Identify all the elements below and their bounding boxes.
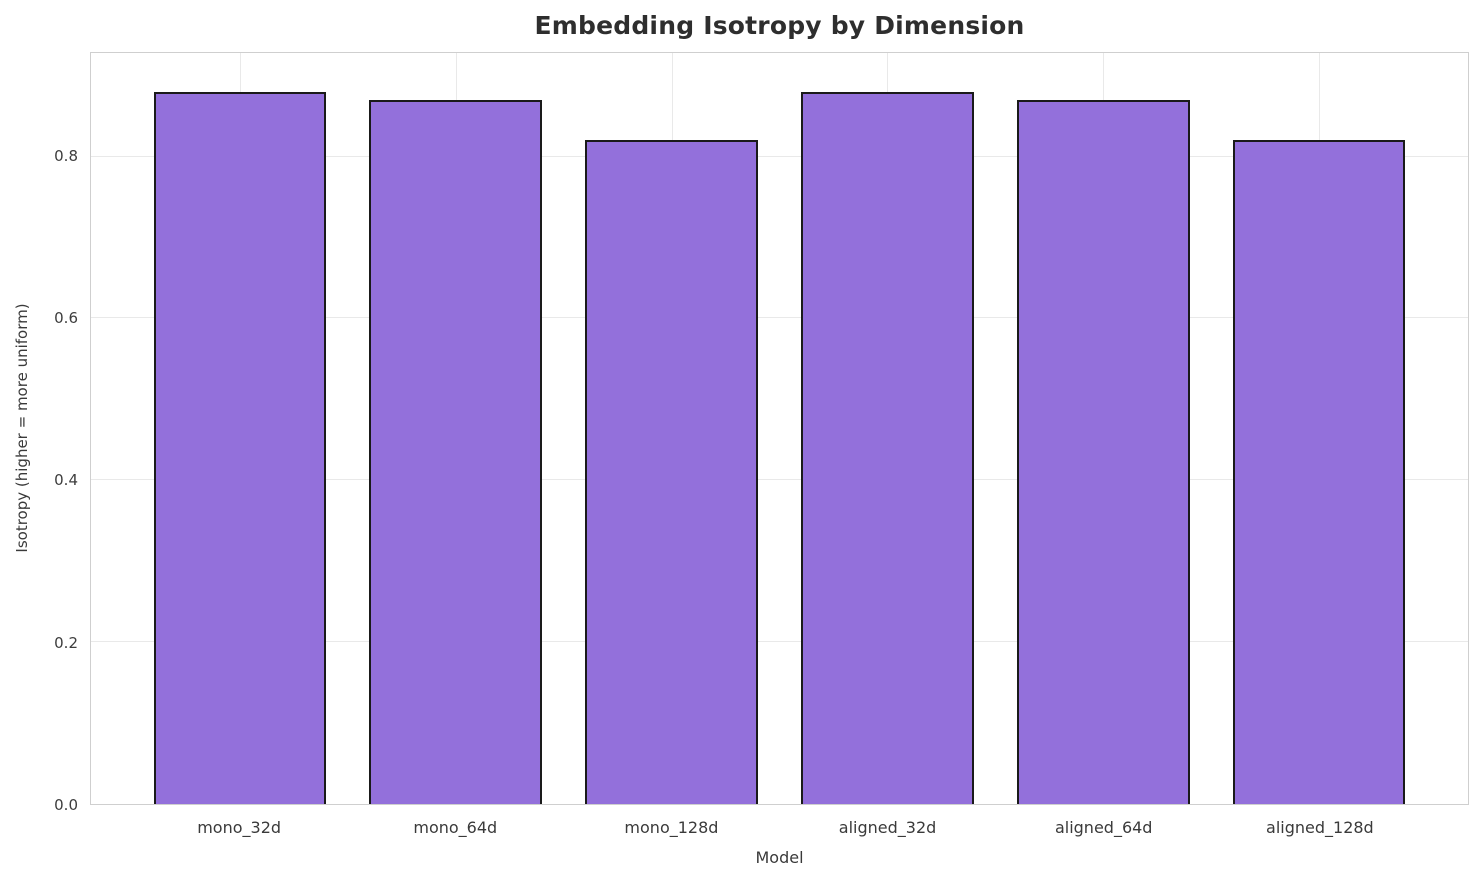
chart-title: Embedding Isotropy by Dimension — [534, 11, 1025, 40]
bar-aligned_128d — [1232, 140, 1406, 804]
bar-aligned_32d — [801, 91, 974, 804]
x-tick-label: aligned_128d — [1266, 818, 1374, 837]
x-tick-label: mono_32d — [197, 818, 282, 837]
y-tick-label: 0.2 — [54, 633, 78, 652]
gridline-horizontal — [91, 317, 1468, 319]
x-tick-label: aligned_32d — [838, 818, 937, 837]
gridline-horizontal — [91, 155, 1468, 157]
x-tick-label: mono_128d — [624, 818, 719, 837]
x-axis-label: Model — [755, 848, 804, 867]
bar-mono_64d — [369, 99, 543, 804]
bar-mono_128d — [585, 140, 758, 804]
bar-mono_32d — [153, 91, 327, 804]
x-tick-label: aligned_64d — [1054, 818, 1153, 837]
bar-aligned_64d — [1016, 99, 1190, 804]
gridline-horizontal — [91, 479, 1468, 481]
y-tick-label: 0.8 — [54, 146, 78, 165]
plot-area — [90, 52, 1469, 805]
y-tick-label: 0.4 — [54, 471, 78, 490]
gridline-horizontal — [91, 641, 1468, 643]
y-tick-label: 0.0 — [54, 796, 78, 814]
x-tick-label: mono_64d — [413, 818, 498, 837]
y-tick-label: 0.6 — [54, 309, 78, 328]
y-axis-label: Isotropy (higher = more uniform) — [13, 303, 31, 553]
